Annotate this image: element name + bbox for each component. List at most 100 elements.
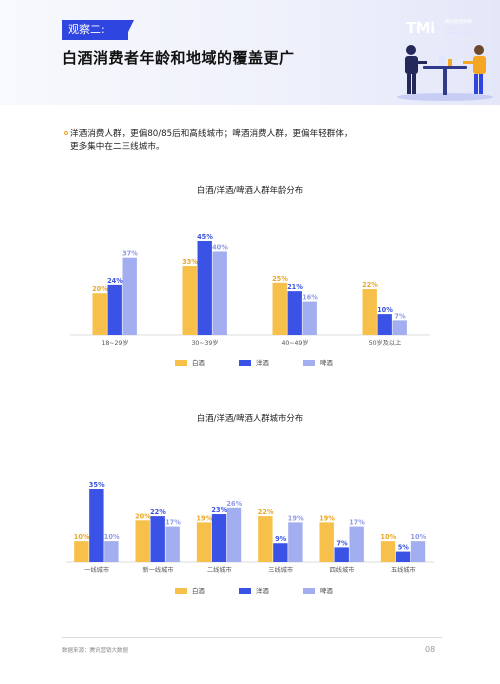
tick-label: 四线城市 (330, 566, 355, 574)
page-number: 08 (425, 645, 436, 654)
data-label: 9% (275, 535, 287, 543)
data-label: 20% (92, 285, 108, 293)
page-header: 观察二: 白酒消费者年龄和地域的覆盖更广 TMi 腾讯营销洞察 Tencent … (0, 0, 500, 105)
bar (197, 241, 212, 335)
data-label: 7% (336, 539, 348, 547)
bar (392, 320, 407, 335)
legend-label: 白酒 (192, 358, 205, 367)
data-source: 数据来源：腾讯营销大数据 (62, 648, 129, 654)
bar (196, 522, 212, 562)
tick-label: 三线城市 (268, 566, 293, 574)
data-label: 5% (398, 544, 410, 552)
data-label: 10% (104, 533, 120, 541)
bar (211, 514, 227, 562)
legend-swatch (239, 360, 251, 366)
bullet-dot-icon (64, 131, 68, 135)
data-label: 40% (212, 243, 228, 251)
legend-label: 啤酒 (320, 358, 333, 367)
bar (380, 541, 396, 562)
chart1-title: 白酒/洋酒/啤酒人群年龄分布 (196, 185, 304, 195)
bar (226, 507, 242, 562)
logo-text-en2: Marketing Insight (445, 31, 477, 35)
data-label: 16% (302, 294, 318, 302)
data-label: 26% (226, 500, 242, 508)
bar (334, 547, 349, 562)
bar (165, 526, 180, 562)
data-label: 10% (380, 533, 396, 541)
bar (288, 522, 303, 562)
data-label: 21% (287, 283, 303, 291)
section-tag-corner (124, 20, 134, 40)
bar (395, 551, 411, 562)
bar (212, 251, 227, 335)
header-illustration (397, 45, 493, 101)
bullet-line-1: 洋酒消费人群，更偏80/85后和高线城市；啤酒消费人群，更偏年轻群体， (70, 129, 353, 139)
tick-label: 二线城市 (207, 566, 232, 574)
bar (410, 541, 426, 562)
tick-label: 30~39岁 (191, 339, 218, 347)
legend-swatch (303, 360, 315, 366)
bar (122, 257, 137, 335)
bar (287, 291, 302, 335)
bar (362, 289, 377, 335)
bar (272, 282, 287, 335)
data-label: 22% (362, 281, 378, 289)
data-label: 7% (394, 312, 406, 320)
data-label: 17% (165, 519, 181, 527)
data-label: 22% (150, 508, 166, 516)
data-label: 24% (107, 277, 123, 285)
tmi-logo: TMi (406, 19, 435, 37)
data-label: 20% (135, 512, 151, 520)
tick-label: 18~29岁 (101, 339, 128, 347)
bar (349, 526, 364, 562)
logo-text-cn: 腾讯营销洞察 (445, 20, 472, 25)
data-label: 22% (258, 508, 274, 516)
data-label: 19% (319, 514, 335, 522)
data-label: 25% (272, 275, 288, 283)
bullet-point: 洋酒消费人群，更偏80/85后和高线城市；啤酒消费人群，更偏年轻群体， 更多集中… (64, 128, 440, 154)
legend-label: 啤酒 (320, 586, 333, 595)
data-label: 17% (349, 519, 365, 527)
bar (104, 541, 119, 562)
page-title: 白酒消费者年龄和地域的覆盖更广 (62, 49, 295, 67)
bar (319, 522, 334, 562)
tick-label: 一线城市 (84, 566, 109, 574)
data-label: 23% (211, 506, 227, 514)
bar (89, 489, 104, 562)
tick-label: 五线城市 (391, 566, 416, 574)
bar (377, 314, 392, 335)
bullet-line-2: 更多集中在二三线城市。 (70, 142, 165, 152)
bar (92, 293, 107, 335)
data-label: 10% (377, 306, 393, 314)
footer-divider (62, 637, 442, 638)
city-distribution-chart: 10%35%10%一线城市20%22%17%新一线城市19%23%26%二线城市… (66, 481, 434, 595)
logo-text-en1: Tencent (445, 25, 459, 30)
data-label: 10% (74, 533, 90, 541)
legend-swatch (303, 588, 315, 594)
data-label: 33% (182, 258, 198, 266)
tick-label: 40~49岁 (281, 339, 308, 347)
bar (182, 266, 197, 335)
section-tag: 观察二: (62, 20, 128, 40)
age-distribution-chart: 20%24% 37% 18~29岁 33% 45% 40% 30~39岁 25%21% 16% 4… (70, 233, 430, 367)
legend-label: 洋酒 (256, 586, 269, 595)
data-label: 35% (89, 481, 105, 489)
bar (74, 541, 89, 562)
bar (150, 516, 165, 562)
legend-swatch (239, 588, 251, 594)
data-label: 37% (122, 250, 138, 258)
bar (135, 520, 150, 562)
data-label: 45% (197, 233, 213, 241)
tick-label: 新一线城市 (143, 566, 174, 574)
legend-swatch (175, 588, 187, 594)
bar (273, 543, 288, 562)
bar (107, 284, 122, 335)
chart2-title: 白酒/洋酒/啤酒人群城市分布 (196, 413, 304, 423)
data-label: 19% (288, 514, 304, 522)
data-label: 19% (196, 514, 212, 522)
tick-label: 50岁及以上 (369, 339, 402, 347)
bar (302, 301, 317, 335)
legend-label: 白酒 (192, 586, 205, 595)
bar (258, 516, 273, 562)
data-label: 10% (410, 533, 426, 541)
